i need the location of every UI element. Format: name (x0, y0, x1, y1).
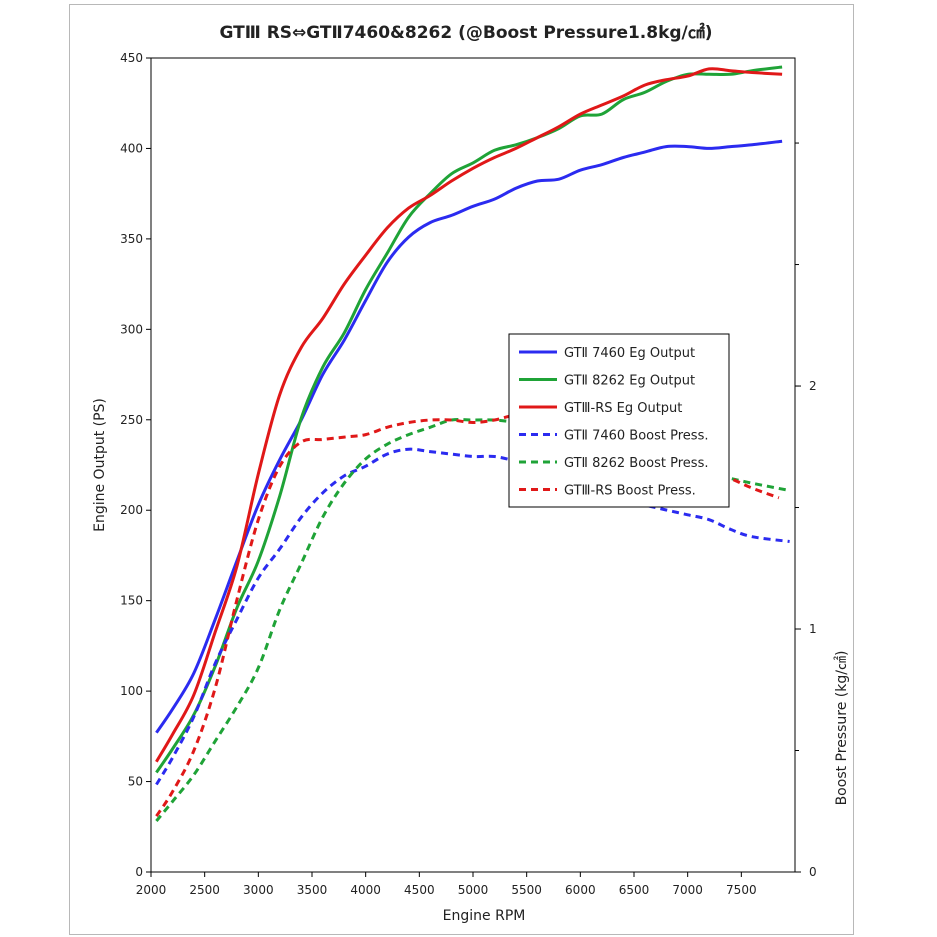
x-tick-label: 4000 (350, 883, 381, 897)
x-tick-label: 5000 (458, 883, 489, 897)
y-axis-label: Engine Output (PS) (92, 398, 108, 532)
legend-label: GTⅢ-RS Eg Output (564, 401, 682, 416)
legend-box (508, 333, 730, 508)
y-tick-label: 0 (135, 865, 143, 879)
x-tick-label: 2000 (136, 883, 167, 897)
y-tick-label: 250 (120, 413, 143, 427)
legend-label: GTⅡ 8262 Eg Output (564, 374, 695, 389)
y2-axis-label: Boost Pressure (kg/㎠) (834, 651, 850, 806)
series-line-6 (155, 413, 780, 817)
x-axis-ticks: 2000 2500 3000 3500 4000 4500 5000 5500 6000 6500… (136, 872, 757, 897)
x-tick-label: 2500 (189, 883, 220, 897)
legend-label: GTⅢ-RS Boost Press. (564, 484, 696, 499)
x-tick-label: 4500 (404, 883, 435, 897)
x-tick-label: 6000 (565, 883, 596, 897)
x-tick-label: 7500 (726, 883, 757, 897)
legend-label: GTⅡ 7460 Eg Output (564, 346, 695, 361)
y-tick-label: 450 (120, 51, 143, 65)
y-tick-label: 400 (120, 141, 143, 155)
y2-axis-ticks: 0 1 2 (795, 142, 817, 879)
chart-title: GTⅢ RS⇔GTⅡ7460&8262 (@Boost Pressure1.8k… (219, 22, 712, 43)
legend-label: GTⅡ 7460 Boost Press. (564, 429, 708, 444)
x-tick-label: 6500 (619, 883, 650, 897)
legend-label: GTⅡ 8262 Boost Press. (564, 456, 708, 471)
x-axis-label: Engine RPM (443, 908, 526, 924)
x-tick-label: 3000 (243, 883, 274, 897)
y2-tick-label: 2 (809, 379, 817, 393)
x-tick-label: 7000 (672, 883, 703, 897)
series-line-3 (155, 67, 783, 763)
x-tick-label: 5500 (511, 883, 542, 897)
series-line-2 (155, 65, 783, 774)
legend: GTⅡ 7460 Eg Output GTⅡ 8262 Eg Output GTⅢ-… (508, 333, 730, 508)
y-tick-label: 150 (120, 594, 143, 608)
y-tick-label: 50 (128, 775, 143, 789)
y2-tick-label: 1 (809, 622, 817, 636)
y-axis-ticks: 0 50 100 150 200 250 300 350 400 450 (120, 51, 151, 879)
y-tick-label: 200 (120, 503, 143, 517)
y2-tick-label: 0 (809, 865, 817, 879)
y-tick-label: 100 (120, 684, 143, 698)
y-tick-label: 350 (120, 232, 143, 246)
series-line-1 (155, 139, 783, 734)
x-tick-label: 3500 (297, 883, 328, 897)
y-tick-label: 300 (120, 322, 143, 336)
